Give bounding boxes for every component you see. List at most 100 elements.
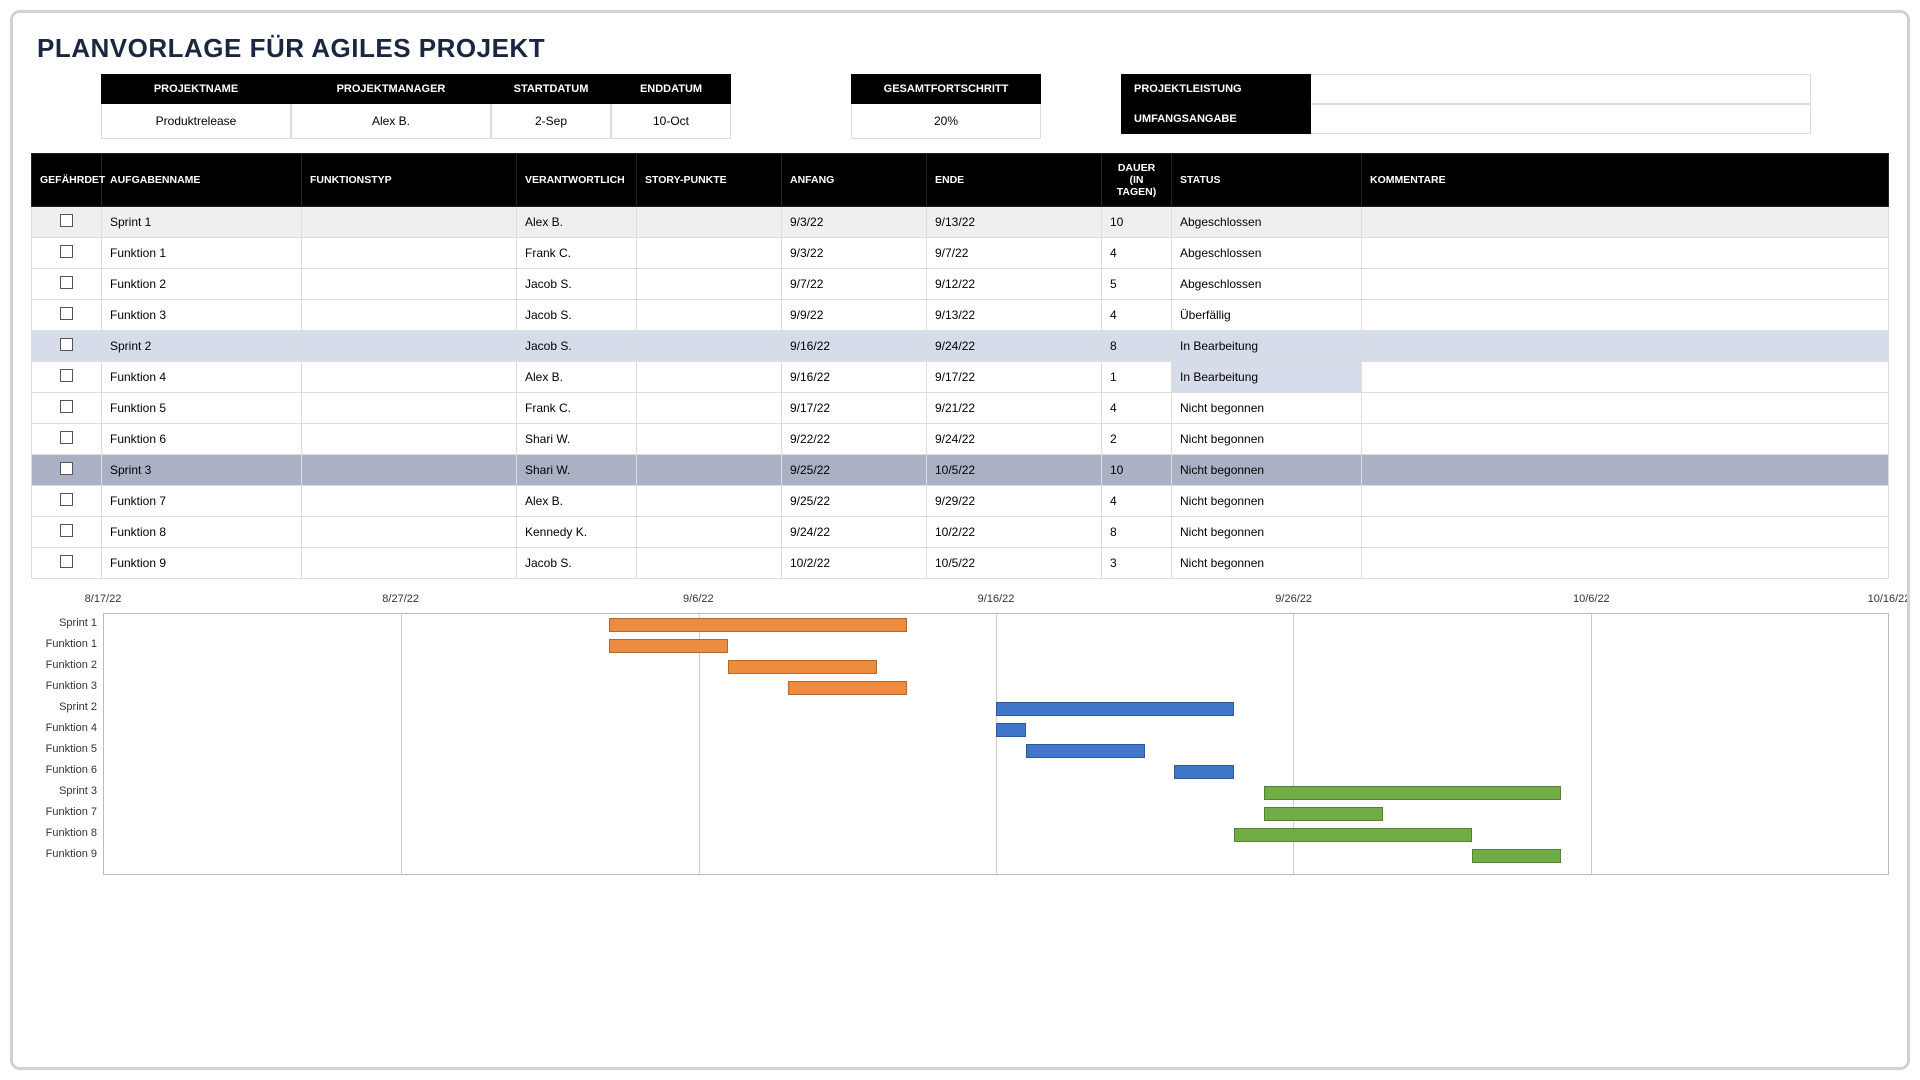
- column-header[interactable]: STORY-PUNKTE: [637, 154, 782, 207]
- cell-start: 9/25/22: [782, 455, 927, 486]
- column-header[interactable]: ENDE: [927, 154, 1102, 207]
- cell-start: 9/7/22: [782, 269, 927, 300]
- gantt-row-labels: Sprint 1Funktion 1Funktion 2Funktion 3Sp…: [31, 593, 103, 883]
- table-row: Funktion 1Frank C.9/3/229/7/224Abgeschlo…: [32, 238, 1889, 269]
- column-header[interactable]: STATUS: [1172, 154, 1362, 207]
- cell-start: 9/3/22: [782, 238, 927, 269]
- cell-risk: [32, 238, 102, 269]
- cell-start: 9/9/22: [782, 300, 927, 331]
- gantt-bar[interactable]: [1472, 849, 1561, 863]
- risk-checkbox[interactable]: [60, 276, 73, 289]
- cell-task: Funktion 6: [102, 424, 302, 455]
- gantt-axis-date: 9/16/22: [978, 593, 1015, 605]
- cell-comments: [1362, 362, 1889, 393]
- cell-points: [637, 300, 782, 331]
- cell-task: Sprint 2: [102, 331, 302, 362]
- cell-owner: Frank C.: [517, 393, 637, 424]
- risk-checkbox[interactable]: [60, 493, 73, 506]
- cell-start: 10/2/22: [782, 548, 927, 579]
- app-frame: PLANVORLAGE FÜR AGILES PROJEKT PROJEKTNA…: [10, 10, 1910, 1070]
- cell-start: 9/3/22: [782, 207, 927, 238]
- cell-type: [302, 300, 517, 331]
- cell-task: Funktion 1: [102, 238, 302, 269]
- table-row: Funktion 4Alex B.9/16/229/17/221In Bearb…: [32, 362, 1889, 393]
- cell-end: 10/2/22: [927, 517, 1102, 548]
- cell-task: Funktion 5: [102, 393, 302, 424]
- summary-value: 10-Oct: [611, 104, 731, 139]
- cell-comments: [1362, 269, 1889, 300]
- gantt-bar[interactable]: [996, 702, 1234, 716]
- cell-start: 9/24/22: [782, 517, 927, 548]
- risk-checkbox[interactable]: [60, 214, 73, 227]
- column-header[interactable]: AUFGABENNAME: [102, 154, 302, 207]
- risk-checkbox[interactable]: [60, 369, 73, 382]
- cell-comments: [1362, 238, 1889, 269]
- cell-task: Funktion 3: [102, 300, 302, 331]
- cell-owner: Alex B.: [517, 486, 637, 517]
- summary-side-value[interactable]: [1311, 74, 1811, 104]
- gantt-bar[interactable]: [788, 681, 907, 695]
- cell-risk: [32, 548, 102, 579]
- page-title: PLANVORLAGE FÜR AGILES PROJEKT: [37, 33, 1889, 64]
- summary-side-value[interactable]: [1311, 104, 1811, 134]
- gantt-bar[interactable]: [1174, 765, 1233, 779]
- risk-checkbox[interactable]: [60, 555, 73, 568]
- cell-end: 9/13/22: [927, 207, 1102, 238]
- cell-risk: [32, 517, 102, 548]
- cell-points: [637, 424, 782, 455]
- risk-checkbox[interactable]: [60, 245, 73, 258]
- gantt-bar[interactable]: [609, 639, 728, 653]
- cell-owner: Alex B.: [517, 362, 637, 393]
- gantt-gridline: [699, 614, 700, 874]
- table-row: Sprint 3Shari W.9/25/2210/5/2210Nicht be…: [32, 455, 1889, 486]
- gantt-bar[interactable]: [996, 723, 1026, 737]
- cell-comments: [1362, 517, 1889, 548]
- gantt-plot-area: [103, 613, 1889, 875]
- cell-type: [302, 269, 517, 300]
- summary-side-group: PROJEKTLEISTUNGUMFANGSANGABE: [1121, 74, 1811, 139]
- column-header[interactable]: ANFANG: [782, 154, 927, 207]
- cell-duration: 4: [1102, 238, 1172, 269]
- cell-end: 9/24/22: [927, 331, 1102, 362]
- gantt-bar[interactable]: [728, 660, 877, 674]
- summary-progress: GESAMTFORTSCHRITT20%: [851, 74, 1041, 139]
- cell-type: [302, 486, 517, 517]
- gantt-bar[interactable]: [609, 618, 906, 632]
- risk-checkbox[interactable]: [60, 431, 73, 444]
- column-header[interactable]: DAUER (IN TAGEN): [1102, 154, 1172, 207]
- gantt-bar[interactable]: [1026, 744, 1145, 758]
- summary-side-label: UMFANGSANGABE: [1121, 104, 1311, 134]
- cell-points: [637, 269, 782, 300]
- cell-end: 10/5/22: [927, 548, 1102, 579]
- risk-checkbox[interactable]: [60, 462, 73, 475]
- cell-risk: [32, 331, 102, 362]
- gantt-bar[interactable]: [1264, 807, 1383, 821]
- column-header[interactable]: KOMMENTARE: [1362, 154, 1889, 207]
- summary-bar: PROJEKTNAMEProduktreleasePROJEKTMANAGERA…: [101, 74, 1889, 139]
- table-row: Sprint 1Alex B.9/3/229/13/2210Abgeschlos…: [32, 207, 1889, 238]
- cell-risk: [32, 269, 102, 300]
- risk-checkbox[interactable]: [60, 524, 73, 537]
- cell-type: [302, 393, 517, 424]
- column-header[interactable]: VERANTWORTLICH: [517, 154, 637, 207]
- gantt-bar[interactable]: [1264, 786, 1561, 800]
- cell-duration: 3: [1102, 548, 1172, 579]
- column-header[interactable]: FUNKTIONSTYP: [302, 154, 517, 207]
- column-header[interactable]: GEFÄHRDET: [32, 154, 102, 207]
- cell-task: Funktion 2: [102, 269, 302, 300]
- risk-checkbox[interactable]: [60, 400, 73, 413]
- cell-risk: [32, 362, 102, 393]
- cell-duration: 2: [1102, 424, 1172, 455]
- summary-value: Produktrelease: [101, 104, 291, 139]
- risk-checkbox[interactable]: [60, 307, 73, 320]
- cell-type: [302, 517, 517, 548]
- gantt-row-label: Sprint 3: [31, 781, 103, 802]
- cell-status: Abgeschlossen: [1172, 238, 1362, 269]
- table-row: Funktion 6Shari W.9/22/229/24/222Nicht b…: [32, 424, 1889, 455]
- gantt-bar[interactable]: [1234, 828, 1472, 842]
- risk-checkbox[interactable]: [60, 338, 73, 351]
- cell-status: Nicht begonnen: [1172, 486, 1362, 517]
- summary-side-row: PROJEKTLEISTUNG: [1121, 74, 1811, 104]
- cell-duration: 4: [1102, 393, 1172, 424]
- gantt-area: 8/17/228/27/229/6/229/16/229/26/2210/6/2…: [103, 593, 1889, 883]
